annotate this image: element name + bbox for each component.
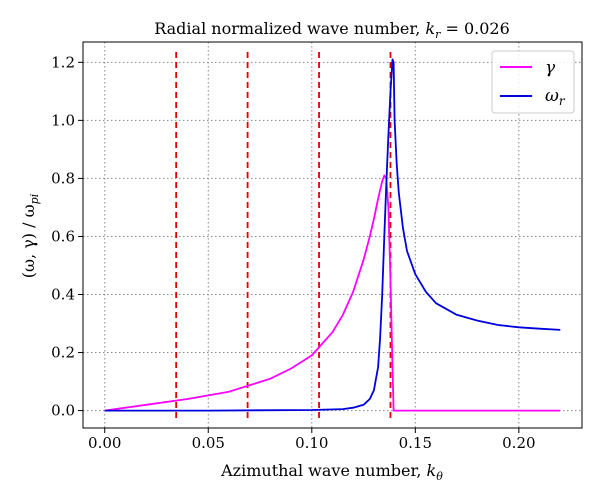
y-tick-label: 0.2 [51, 344, 75, 362]
y-tick-label: 0.0 [51, 402, 75, 420]
plot-frame [82, 41, 583, 429]
x-axis-label: Azimuthal wave number, kθ [220, 461, 443, 483]
y-tick-label: 1.0 [51, 111, 75, 129]
y-axis-label: (ω, γ) / ωpi [19, 194, 41, 278]
grid [83, 42, 582, 428]
x-tick-label: 0.05 [192, 434, 225, 452]
series-line-1 [104, 58, 561, 412]
y-tick-label: 0.4 [51, 285, 75, 303]
y-tick-label: 0.8 [51, 169, 75, 187]
reference-lines [175, 52, 392, 418]
chart-title: Radial normalized wave number, kr = 0.02… [154, 19, 510, 41]
series-lines [104, 58, 561, 412]
x-tick-label: 0.10 [295, 434, 328, 452]
x-tick-label: 0.15 [399, 434, 432, 452]
y-tick-label: 1.2 [51, 53, 75, 71]
y-axis: 0.0 0.2 0.4 0.6 0.8 1.0 1.2 [51, 53, 83, 420]
legend: γ ωr [491, 50, 575, 114]
x-axis: 0.00 0.05 0.10 0.15 0.20 [88, 428, 536, 452]
x-tick-label: 0.00 [88, 434, 121, 452]
series-line-0 [104, 174, 561, 412]
x-tick-label: 0.20 [502, 434, 535, 452]
legend-label-omega-r: ωr [545, 86, 566, 108]
legend-label-gamma: γ [545, 58, 556, 78]
y-tick-label: 0.6 [51, 227, 75, 245]
